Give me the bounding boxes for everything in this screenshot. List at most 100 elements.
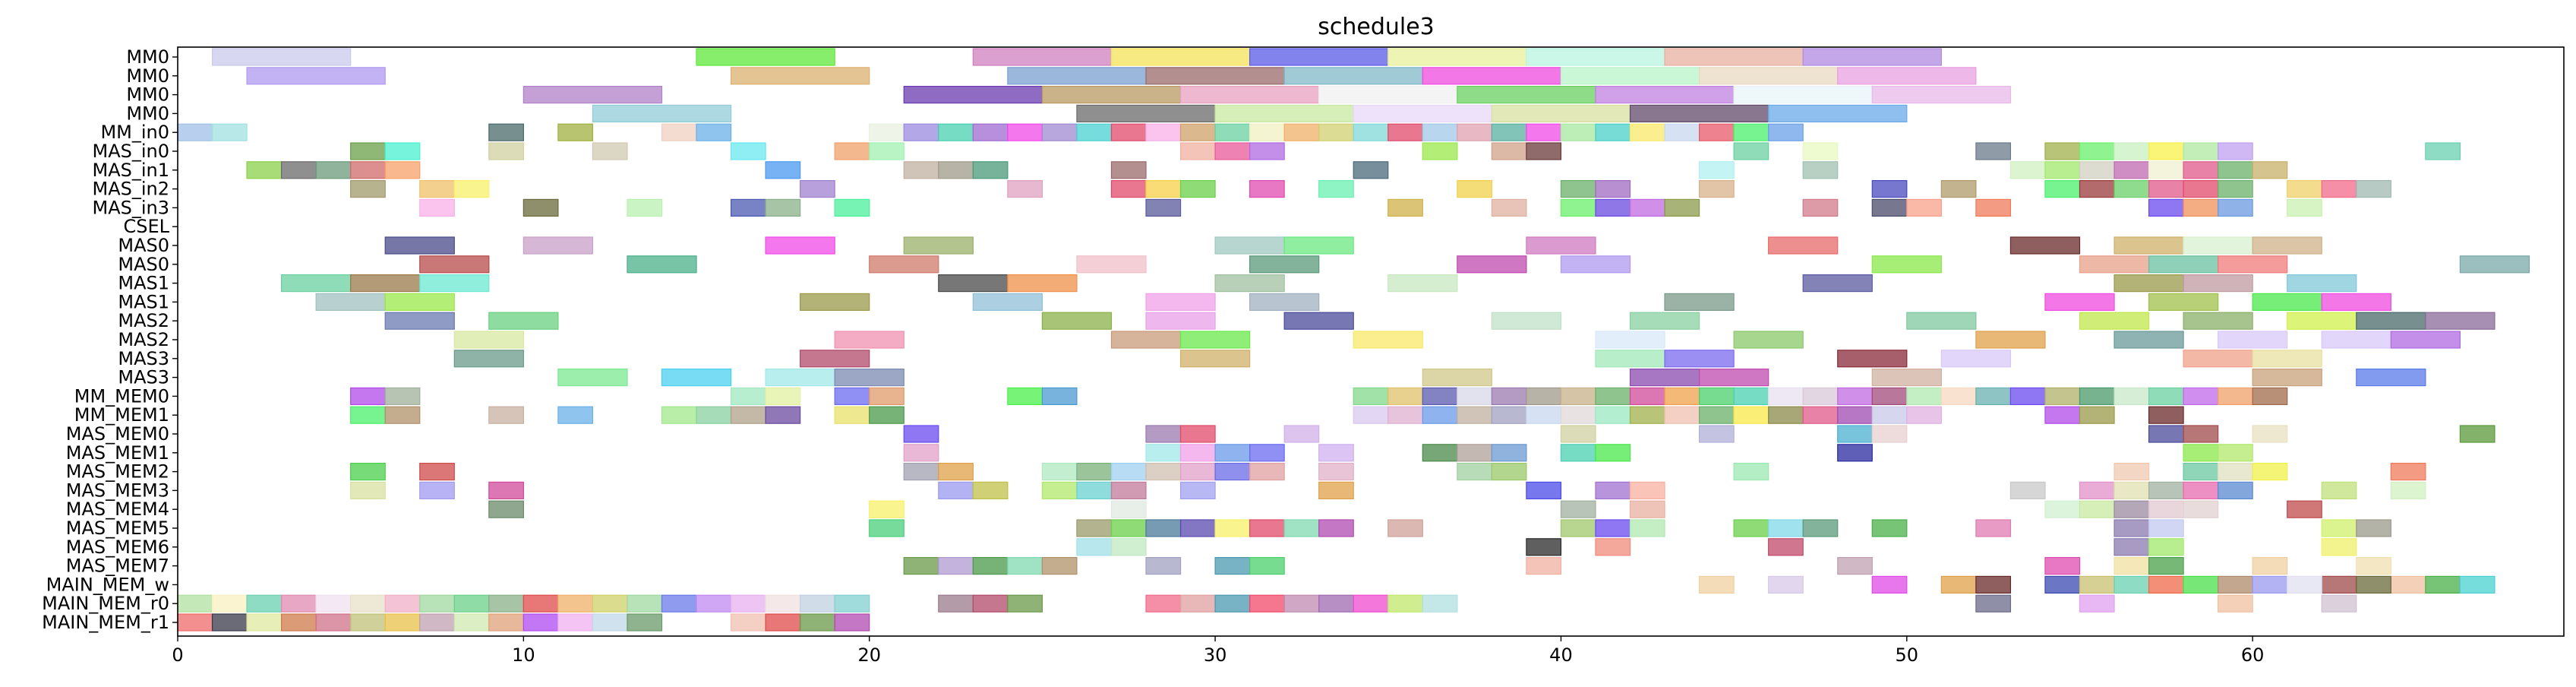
task-bar <box>1214 594 1251 613</box>
task-bar <box>1940 350 2012 368</box>
task-bar <box>2252 293 2322 311</box>
task-bar <box>2252 556 2288 575</box>
task-bar <box>1076 104 1216 122</box>
task-bar <box>281 161 317 179</box>
task-bar <box>2218 161 2253 179</box>
task-bar <box>384 312 455 330</box>
y-tick-label: MAS2 <box>118 310 169 331</box>
y-tick-label: MAS_in0 <box>92 141 169 162</box>
task-bar <box>1664 293 1735 311</box>
task-bar <box>1353 406 1389 424</box>
task-bar <box>2079 594 2115 613</box>
task-bar <box>1698 161 1735 179</box>
task-bar <box>522 613 559 632</box>
task-bar <box>211 123 248 141</box>
task-bar <box>1457 123 1492 141</box>
task-bar <box>2218 387 2253 405</box>
task-bar <box>1698 406 1735 424</box>
task-bar <box>869 387 904 405</box>
task-bar <box>627 594 663 613</box>
task-bar <box>592 594 628 613</box>
task-bar <box>1283 519 1320 537</box>
task-bar <box>557 613 594 632</box>
task-bar <box>1526 236 1596 255</box>
task-bar <box>1491 123 1527 141</box>
task-bar <box>1526 142 1562 160</box>
task-bar <box>765 613 801 632</box>
task-bar <box>1906 387 1942 405</box>
task-bar <box>1007 180 1043 198</box>
task-bar <box>1076 519 1113 537</box>
task-bar <box>2183 161 2219 179</box>
task-bar <box>1422 444 1458 462</box>
task-bar <box>1698 575 1735 594</box>
task-bar <box>2114 274 2184 293</box>
task-bar <box>730 406 766 424</box>
task-bar <box>1110 500 1147 518</box>
task-bar <box>1733 387 1769 405</box>
task-bar <box>1145 425 1182 443</box>
y-tick-label: MAS1 <box>118 273 169 294</box>
task-bar <box>1768 406 1804 424</box>
task-bar <box>1249 519 1285 537</box>
task-bar <box>1318 180 1354 198</box>
task-bar <box>1940 180 1977 198</box>
task-bar <box>350 274 421 293</box>
task-bar <box>1837 444 1873 462</box>
task-bar <box>2044 387 2081 405</box>
task-bar <box>1733 406 1769 424</box>
task-bar <box>800 180 835 198</box>
task-bar <box>315 613 352 632</box>
task-bar <box>1179 519 1216 537</box>
task-bar <box>834 369 904 387</box>
task-bar <box>1387 387 1423 405</box>
task-bar <box>2287 575 2322 594</box>
task-bar <box>1145 67 1285 85</box>
task-bar <box>1249 293 1320 311</box>
task-bar <box>1110 538 1147 556</box>
y-tick-label: MAS_in1 <box>92 160 169 181</box>
task-bar <box>1249 142 1285 160</box>
task-bar <box>453 613 490 632</box>
task-bar <box>800 293 870 311</box>
task-bar <box>1145 312 1216 330</box>
task-bar <box>2009 387 2046 405</box>
task-bar <box>1871 180 1908 198</box>
task-bar <box>1353 387 1389 405</box>
task-bar <box>2425 142 2461 160</box>
task-bar <box>1422 406 1458 424</box>
task-bar <box>1457 180 1492 198</box>
y-tick-label: MAS_MEM4 <box>66 499 169 520</box>
task-bar <box>1110 519 1147 537</box>
task-bar <box>2321 575 2357 594</box>
task-bar <box>869 142 904 160</box>
task-bar <box>1214 519 1251 537</box>
task-bar <box>903 556 939 575</box>
task-bar <box>1491 406 1527 424</box>
task-bar <box>1906 312 1977 330</box>
task-bar <box>1975 198 2012 217</box>
task-bar <box>2148 575 2184 594</box>
task-bar <box>177 594 213 613</box>
task-bar <box>1249 556 1285 575</box>
task-bar <box>2183 350 2253 368</box>
task-bar <box>765 369 835 387</box>
y-tick-label: MAS3 <box>118 367 169 388</box>
task-bar <box>1871 369 1942 387</box>
task-bar <box>730 613 766 632</box>
task-bar <box>1041 85 1182 104</box>
task-bar <box>2079 575 2115 594</box>
task-bar <box>2425 575 2461 594</box>
task-bar <box>1629 104 1769 122</box>
task-bar <box>246 594 283 613</box>
task-bar <box>557 406 594 424</box>
task-bar <box>696 48 835 66</box>
task-bar <box>211 613 248 632</box>
task-bar <box>2079 312 2150 330</box>
task-bar <box>1768 538 1804 556</box>
task-bar <box>1457 85 1596 104</box>
task-bar <box>350 180 386 198</box>
task-bar <box>2044 406 2081 424</box>
task-bar <box>1595 198 1631 217</box>
